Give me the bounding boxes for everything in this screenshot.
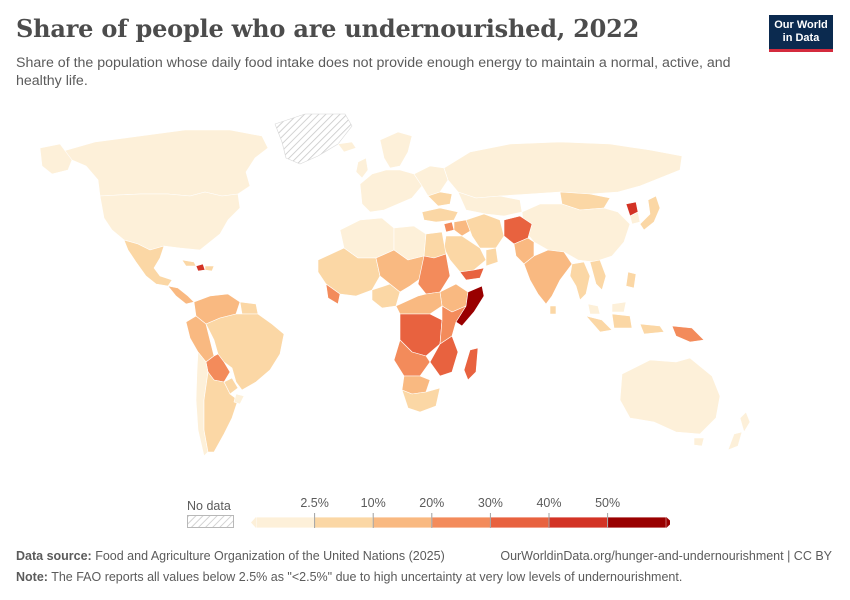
map-canada[interactable]	[59, 129, 269, 197]
map-uk[interactable]	[355, 157, 369, 179]
legend-bin-6[interactable]	[607, 516, 667, 529]
map-scandinavia[interactable]	[379, 131, 413, 169]
world-map[interactable]	[0, 100, 850, 500]
map-papua-new-guinea[interactable]	[671, 325, 705, 343]
map-vietnam-laos[interactable]	[589, 259, 607, 291]
map-china[interactable]	[521, 203, 631, 263]
map-greenland[interactable]	[274, 113, 353, 165]
map-iceland[interactable]	[337, 141, 357, 153]
map-india[interactable]	[523, 249, 573, 305]
map-niger-chad[interactable]	[375, 249, 425, 293]
map-oman[interactable]	[485, 247, 499, 267]
chart-subtitle: Share of the population whose daily food…	[16, 55, 731, 89]
footer-source: Data source: Food and Agriculture Organi…	[16, 549, 445, 563]
map-tasmania[interactable]	[693, 437, 705, 447]
legend-bin-5[interactable]	[548, 516, 608, 529]
legend-bin-0[interactable]	[255, 516, 315, 529]
legend-bin-4[interactable]	[489, 516, 550, 529]
map-new-zealand[interactable]	[727, 411, 751, 451]
legend-tick-label-1: 10%	[360, 496, 386, 510]
map-western-europe[interactable]	[359, 169, 423, 213]
map-angola-zambia[interactable]	[393, 339, 431, 377]
legend-start-cap	[251, 517, 256, 528]
owid-logo[interactable]: Our World in Data	[769, 15, 833, 52]
map-namibia-botswana[interactable]	[401, 375, 431, 395]
map-philippines[interactable]	[625, 271, 637, 289]
map-russia[interactable]	[443, 141, 683, 199]
map-caribbean[interactable]	[181, 259, 215, 272]
map-myanmar-thailand[interactable]	[569, 261, 591, 301]
map-guianas[interactable]	[239, 301, 259, 315]
map-malaysia[interactable]	[587, 301, 627, 315]
map-egypt[interactable]	[423, 231, 447, 259]
map-south-africa[interactable]	[401, 387, 441, 413]
map-south-korea[interactable]	[629, 211, 641, 225]
legend-no-data-swatch[interactable]	[187, 515, 234, 528]
map-argentina[interactable]	[203, 371, 239, 453]
footer-note: Note: The FAO reports all values below 2…	[16, 570, 682, 584]
map-alaska[interactable]	[39, 143, 73, 175]
footer-url[interactable]: OurWorldinData.org/hunger-and-undernouri…	[500, 549, 832, 563]
map-east-africa[interactable]	[439, 305, 467, 345]
map-eastern-europe[interactable]	[413, 165, 449, 197]
note-text: The FAO reports all values below 2.5% as…	[51, 570, 683, 584]
logo-line-2: in Data	[782, 31, 820, 44]
logo-line-1: Our World	[774, 19, 828, 31]
map-syria[interactable]	[443, 221, 455, 233]
legend-end-arrow	[666, 517, 670, 528]
legend-tick-label-4: 40%	[536, 496, 562, 510]
legend-tick-label-5: 50%	[595, 496, 621, 510]
map-sri-lanka[interactable]	[549, 305, 557, 315]
map-central-africa[interactable]	[395, 291, 443, 315]
map-sierra-leone-liberia[interactable]	[325, 283, 341, 305]
legend-bin-2[interactable]	[372, 516, 433, 529]
note-label: Note:	[16, 570, 48, 584]
map-iran[interactable]	[465, 213, 505, 249]
legend-tick-label-2: 20%	[419, 496, 445, 510]
chart-title: Share of people who are undernourished, …	[16, 14, 640, 43]
legend-no-data-label: No data	[187, 499, 231, 513]
source-text[interactable]: Food and Agriculture Organization of the…	[95, 549, 445, 563]
map-japan[interactable]	[639, 195, 661, 231]
map-central-america[interactable]	[167, 285, 195, 305]
map-turkey[interactable]	[421, 207, 459, 223]
source-label: Data source:	[16, 549, 92, 563]
legend-tick-label-0: 2.5%	[300, 496, 329, 510]
map-usa[interactable]	[99, 191, 241, 251]
legend-bin-3[interactable]	[431, 516, 491, 529]
map-uruguay[interactable]	[233, 393, 245, 405]
legend-bin-1[interactable]	[314, 516, 374, 529]
map-indonesia[interactable]	[585, 313, 665, 335]
map-sudan[interactable]	[417, 253, 451, 295]
map-yemen[interactable]	[459, 267, 485, 281]
map-madagascar[interactable]	[463, 347, 479, 381]
map-ukraine-area[interactable]	[427, 191, 453, 207]
map-haiti[interactable]	[195, 263, 206, 272]
map-mexico[interactable]	[123, 239, 173, 287]
legend-color-scale[interactable]: 2.5% 10% 20% 30% 40% 50%	[250, 496, 670, 532]
legend-tick-label-3: 30%	[477, 496, 503, 510]
map-australia[interactable]	[619, 357, 721, 435]
